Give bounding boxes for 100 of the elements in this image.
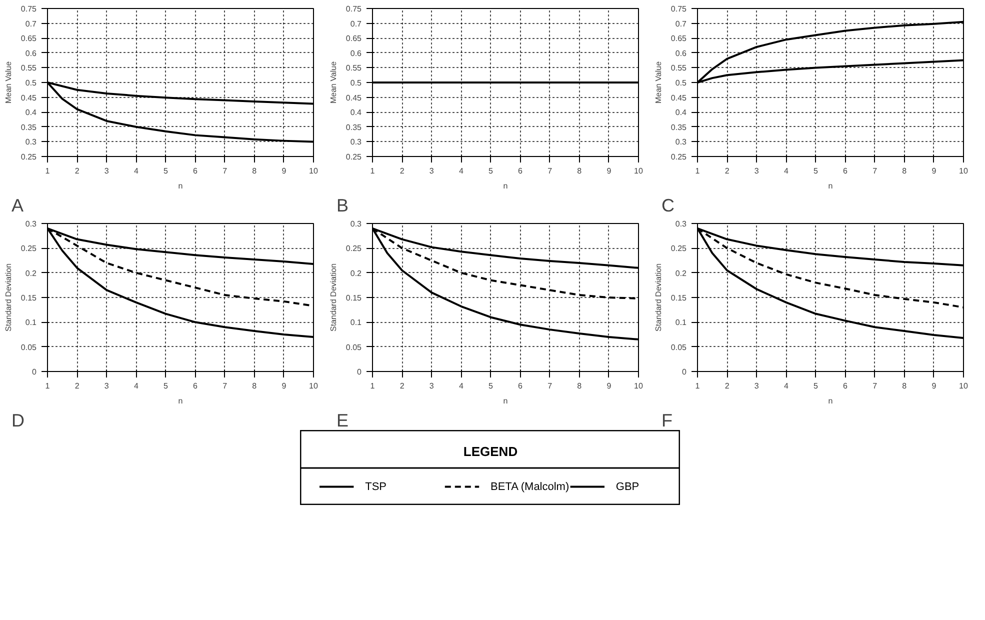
x-tick-label: 7 — [872, 166, 878, 176]
y-tick-label: 0.45 — [20, 93, 38, 102]
legend-title: LEGEND — [463, 444, 518, 459]
x-tick-label: 6 — [843, 166, 848, 176]
x-tick-label: 7 — [222, 166, 228, 176]
legend-label: BETA (Malcolm) — [490, 480, 570, 493]
y-tick-label: 0.05 — [20, 342, 38, 352]
x-tick-label: 1 — [695, 382, 700, 390]
x-tick-label: 8 — [902, 382, 908, 390]
x-tick-label: 4 — [784, 166, 789, 176]
y-tick-label: 0.1 — [350, 318, 362, 328]
y-tick-label: 0.15 — [346, 294, 362, 302]
x-tick-label: 2 — [724, 382, 730, 390]
x-tick-label: 4 — [134, 166, 139, 176]
x-tick-label: 2 — [724, 166, 730, 176]
x-tick-label: 4 — [134, 382, 139, 390]
y-tick-label: 0.5 — [675, 78, 688, 88]
y-tick-label: 0 — [682, 368, 688, 376]
y-tick-label: 0.75 — [670, 4, 688, 14]
y-tick-label: 0.25 — [20, 244, 38, 254]
y-tick-label: 0.5 — [25, 78, 38, 88]
text: D — [12, 410, 24, 430]
x-tick-label: 1 — [45, 166, 50, 176]
legend-label: TSP — [365, 480, 387, 493]
y-tick-label: 0.6 — [675, 48, 688, 58]
x-axis-title: n — [503, 396, 508, 406]
x-axis-title: n — [503, 182, 508, 190]
y-tick-label: 0.35 — [670, 122, 688, 132]
x-tick-label: 7 — [548, 382, 553, 390]
y-tick-label: 0.4 — [350, 108, 362, 118]
y-tick-label: 0.55 — [346, 64, 362, 73]
x-tick-label: 10 — [959, 382, 968, 390]
y-tick-label: 0.05 — [670, 342, 688, 352]
text: C — [662, 196, 674, 216]
y-tick-label: 0.4 — [675, 108, 688, 118]
x-tick-label: 5 — [814, 166, 818, 176]
y-tick-label: 0.65 — [20, 34, 38, 44]
y-tick-label: 0 — [357, 368, 362, 376]
y-axis-title: Mean Value — [328, 60, 338, 104]
x-tick-label: 2 — [400, 382, 405, 390]
y-tick-label: 0.6 — [350, 48, 362, 58]
x-tick-label: 7 — [872, 382, 878, 390]
x-tick-label: 2 — [400, 166, 405, 176]
y-axis-title: Standard Deviation — [4, 263, 13, 332]
x-tick-label: 3 — [104, 382, 110, 390]
y-axis-title: Standard Deviation — [654, 263, 663, 332]
y-tick-label: 0.75 — [346, 4, 362, 14]
x-tick-label: 7 — [222, 382, 228, 390]
x-tick-label: 6 — [518, 166, 524, 176]
x-tick-label: 10 — [309, 166, 318, 176]
y-tick-label: 0.3 — [675, 220, 688, 228]
text: F — [662, 410, 672, 430]
y-tick-label: 0.55 — [20, 64, 38, 73]
y-axis-title: Standard Deviation — [328, 263, 338, 332]
y-tick-label: 0.65 — [670, 34, 688, 44]
x-tick-label: 1 — [370, 166, 376, 176]
x-tick-label: 9 — [282, 166, 287, 176]
x-tick-label: 6 — [193, 166, 198, 176]
y-tick-label: 0.4 — [25, 108, 38, 118]
x-tick-label: 4 — [458, 382, 464, 390]
y-tick-label: 0.25 — [346, 152, 362, 162]
y-tick-label: 0.25 — [346, 244, 362, 254]
x-tick-label: 3 — [104, 166, 110, 176]
x-tick-label: 8 — [902, 166, 908, 176]
y-tick-label: 0.7 — [25, 19, 38, 28]
x-tick-label: 2 — [74, 382, 80, 390]
x-tick-label: 6 — [193, 382, 198, 390]
x-tick-label: 5 — [814, 382, 818, 390]
x-tick-label: 10 — [634, 382, 644, 390]
x-tick-label: 9 — [932, 382, 937, 390]
x-tick-label: 5 — [164, 166, 168, 176]
x-tick-label: 3 — [429, 166, 434, 176]
y-tick-label: 0.45 — [670, 93, 688, 102]
x-tick-label: 5 — [164, 382, 168, 390]
x-axis-title: n — [178, 396, 183, 406]
y-tick-label: 0.05 — [346, 342, 362, 352]
x-axis-title: n — [828, 396, 833, 406]
x-tick-label: 6 — [843, 382, 848, 390]
y-tick-label: 0.65 — [346, 34, 362, 44]
x-tick-label: 10 — [959, 166, 968, 176]
x-tick-label: 5 — [488, 166, 494, 176]
y-tick-label: 0.5 — [350, 78, 362, 88]
x-tick-label: 3 — [754, 382, 760, 390]
y-tick-label: 0.3 — [350, 138, 362, 147]
y-tick-label: 0.2 — [675, 268, 688, 278]
x-tick-label: 1 — [370, 382, 376, 390]
y-tick-label: 0.3 — [25, 138, 38, 147]
y-axis-title: Mean Value — [654, 60, 663, 104]
y-tick-label: 0.1 — [675, 318, 688, 328]
y-tick-label: 0.15 — [20, 294, 38, 302]
y-tick-label: 0.7 — [675, 19, 688, 28]
y-tick-label: 0.3 — [350, 220, 362, 228]
y-tick-label: 0.3 — [675, 138, 688, 147]
y-tick-label: 0.15 — [670, 294, 688, 302]
x-axis-title: n — [178, 182, 183, 190]
x-tick-label: 4 — [458, 166, 464, 176]
x-tick-label: 9 — [932, 166, 937, 176]
x-tick-label: 1 — [695, 166, 700, 176]
x-tick-label: 10 — [634, 166, 644, 176]
y-tick-label: 0.25 — [670, 152, 688, 162]
